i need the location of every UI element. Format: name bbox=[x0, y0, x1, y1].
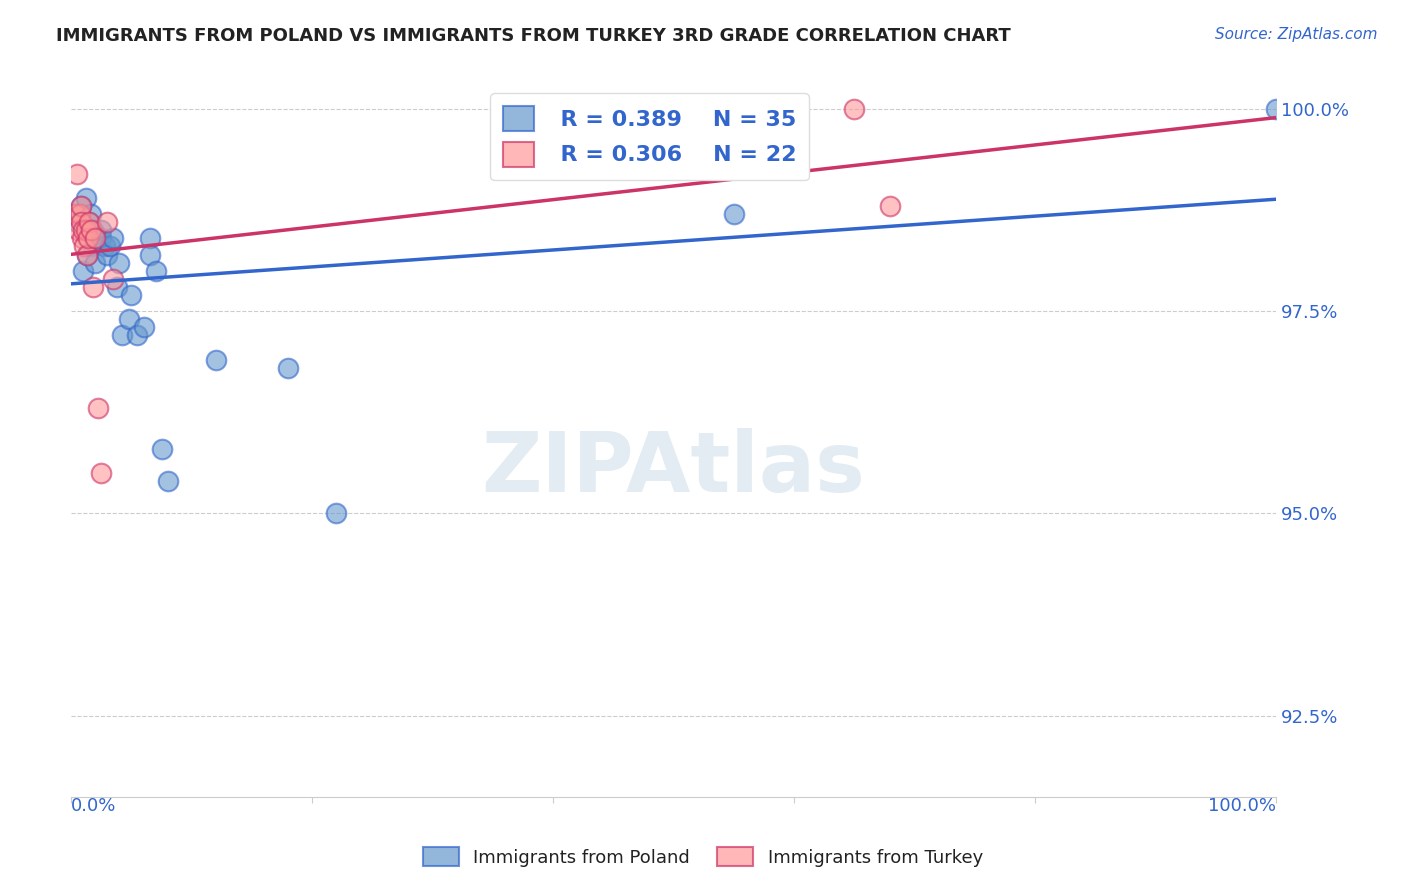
Point bbox=[96, 247, 118, 261]
Text: 100.0%: 100.0% bbox=[1208, 797, 1277, 814]
Point bbox=[70, 199, 93, 213]
Point bbox=[66, 215, 89, 229]
Point bbox=[138, 231, 160, 245]
Point bbox=[79, 215, 101, 229]
Point bbox=[204, 352, 226, 367]
Point bbox=[79, 223, 101, 237]
Text: IMMIGRANTS FROM POLAND VS IMMIGRANTS FROM TURKEY 3RD GRADE CORRELATION CHART: IMMIGRANTS FROM POLAND VS IMMIGRANTS FRO… bbox=[56, 27, 1011, 45]
Point bbox=[127, 328, 149, 343]
Point bbox=[277, 360, 299, 375]
Point bbox=[63, 207, 86, 221]
Point bbox=[76, 247, 98, 261]
Point bbox=[103, 231, 125, 245]
Text: ZIPAtlas: ZIPAtlas bbox=[482, 428, 866, 509]
Point bbox=[98, 239, 121, 253]
Point bbox=[67, 223, 90, 237]
Point bbox=[82, 239, 104, 253]
Point bbox=[103, 272, 125, 286]
Point bbox=[844, 102, 866, 116]
Text: 0.0%: 0.0% bbox=[72, 797, 117, 814]
Point bbox=[66, 167, 89, 181]
Point bbox=[723, 207, 745, 221]
Point bbox=[90, 466, 112, 480]
Point bbox=[96, 215, 118, 229]
Point bbox=[90, 231, 112, 245]
Point bbox=[84, 231, 107, 245]
Point bbox=[1265, 102, 1288, 116]
Point bbox=[84, 255, 107, 269]
Point bbox=[138, 247, 160, 261]
Point bbox=[70, 215, 93, 229]
Point bbox=[156, 474, 179, 488]
Point bbox=[82, 223, 104, 237]
Point bbox=[69, 207, 91, 221]
Point bbox=[70, 199, 93, 213]
Point bbox=[132, 320, 155, 334]
Point bbox=[79, 207, 101, 221]
Point bbox=[79, 223, 101, 237]
Point bbox=[879, 199, 901, 213]
Point bbox=[108, 255, 131, 269]
Point bbox=[87, 231, 110, 245]
Point bbox=[77, 231, 100, 245]
Legend:   R = 0.389    N = 35,   R = 0.306    N = 22: R = 0.389 N = 35, R = 0.306 N = 22 bbox=[491, 94, 808, 180]
Point bbox=[325, 507, 347, 521]
Point bbox=[82, 280, 104, 294]
Legend: Immigrants from Poland, Immigrants from Turkey: Immigrants from Poland, Immigrants from … bbox=[416, 840, 990, 874]
Point bbox=[150, 442, 173, 456]
Point bbox=[94, 239, 117, 253]
Point bbox=[118, 312, 141, 326]
Point bbox=[79, 215, 101, 229]
Point bbox=[121, 288, 143, 302]
Point bbox=[73, 239, 96, 253]
Point bbox=[72, 223, 94, 237]
Point bbox=[72, 264, 94, 278]
Point bbox=[87, 401, 110, 416]
Point bbox=[90, 223, 112, 237]
Point bbox=[70, 231, 93, 245]
Point bbox=[76, 247, 98, 261]
Point bbox=[75, 223, 97, 237]
Point bbox=[75, 191, 97, 205]
Text: Source: ZipAtlas.com: Source: ZipAtlas.com bbox=[1215, 27, 1378, 42]
Point bbox=[145, 264, 167, 278]
Point bbox=[105, 280, 128, 294]
Point bbox=[111, 328, 134, 343]
